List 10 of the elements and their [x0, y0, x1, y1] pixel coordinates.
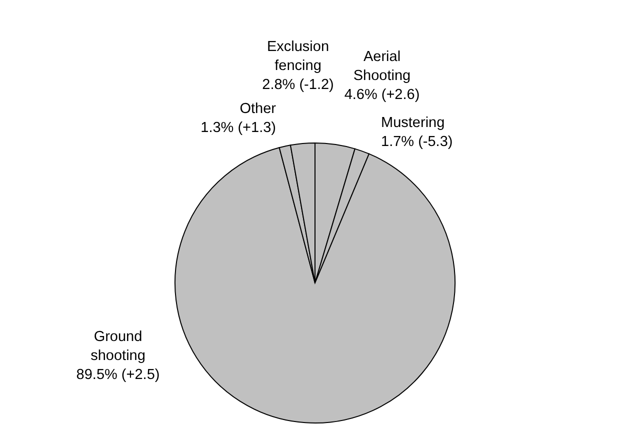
slice-label: Mustering: [381, 115, 445, 131]
slice-label: Other: [240, 101, 276, 117]
data-label: 1.3% (+1.3): [200, 120, 276, 136]
data-label: 4.6% (+2.6): [344, 87, 420, 103]
slice-label: Exclusion fencing: [266, 39, 330, 74]
data-label: 89.5% (+2.5): [76, 367, 160, 383]
data-label: 1.7% (-5.3): [381, 134, 453, 150]
slice-label: Aerial Shooting: [353, 49, 411, 84]
slice-label: Ground shooting: [90, 329, 146, 364]
data-label: 2.8% (-1.2): [262, 77, 334, 93]
